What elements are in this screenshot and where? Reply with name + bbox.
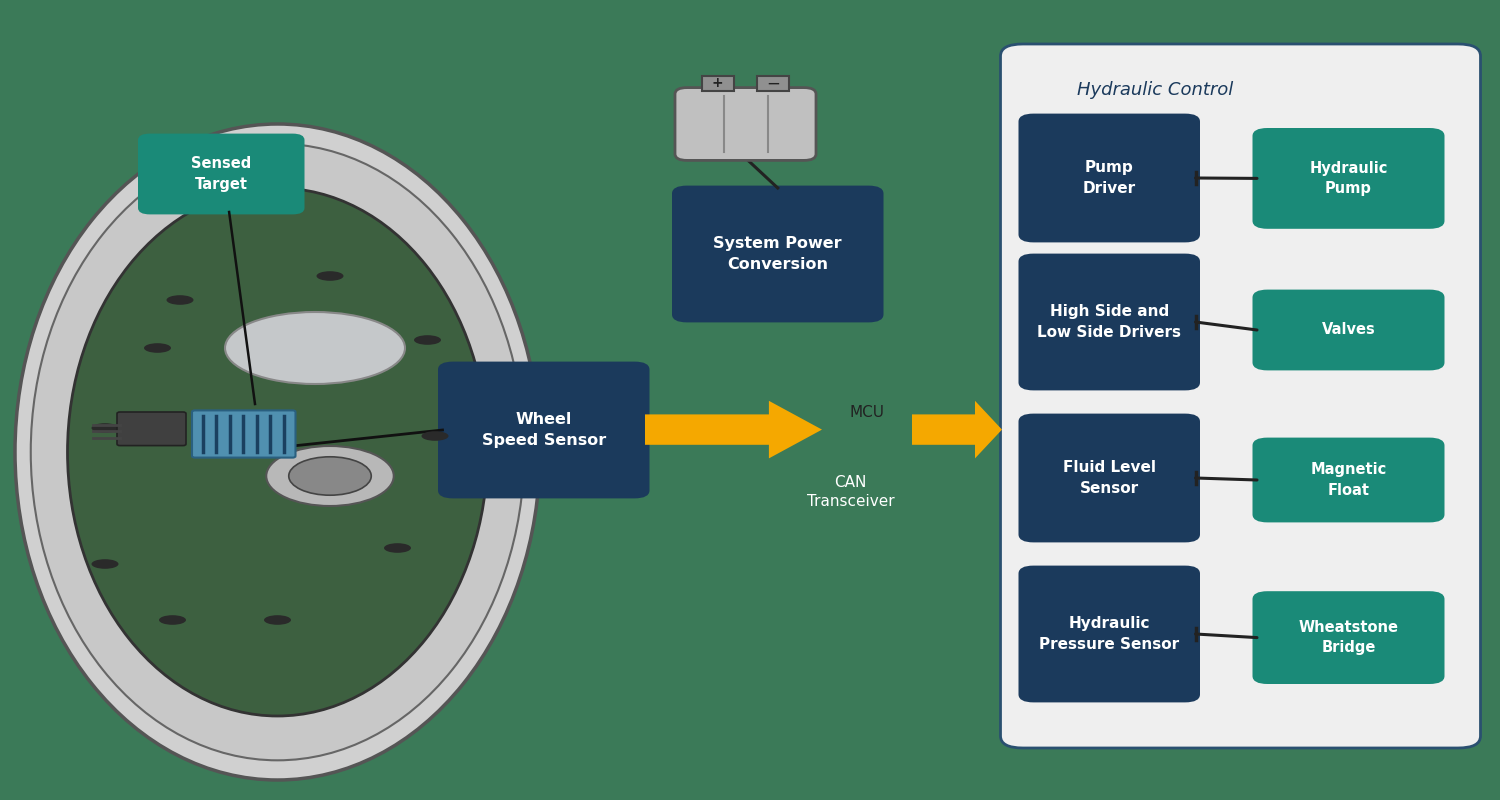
Text: Magnetic
Float: Magnetic Float (1311, 462, 1386, 498)
Text: Hydraulic
Pressure Sensor: Hydraulic Pressure Sensor (1040, 616, 1179, 652)
Polygon shape (912, 401, 1002, 458)
Text: Hydraulic Control: Hydraulic Control (1077, 81, 1233, 98)
Polygon shape (645, 401, 822, 458)
FancyBboxPatch shape (1252, 591, 1444, 684)
FancyBboxPatch shape (672, 186, 884, 322)
Text: CAN
Transceiver: CAN Transceiver (807, 474, 894, 510)
Ellipse shape (225, 312, 405, 384)
Ellipse shape (422, 431, 448, 441)
FancyBboxPatch shape (192, 410, 296, 458)
Text: Wheel
Speed Sensor: Wheel Speed Sensor (482, 412, 606, 448)
Ellipse shape (316, 271, 344, 281)
Ellipse shape (264, 615, 291, 625)
Ellipse shape (288, 457, 372, 495)
FancyBboxPatch shape (138, 134, 304, 214)
Text: Fluid Level
Sensor: Fluid Level Sensor (1062, 460, 1155, 496)
Text: System Power
Conversion: System Power Conversion (714, 236, 842, 272)
FancyBboxPatch shape (1000, 44, 1480, 748)
FancyBboxPatch shape (675, 88, 816, 160)
Text: Wheatstone
Bridge: Wheatstone Bridge (1299, 620, 1398, 655)
FancyBboxPatch shape (1252, 290, 1444, 370)
Text: Hydraulic
Pump: Hydraulic Pump (1310, 161, 1388, 196)
Text: Pump
Driver: Pump Driver (1083, 160, 1136, 196)
Ellipse shape (166, 295, 194, 305)
Ellipse shape (15, 124, 540, 780)
Ellipse shape (267, 446, 393, 506)
Text: MCU: MCU (849, 406, 885, 420)
FancyBboxPatch shape (1252, 438, 1444, 522)
Text: High Side and
Low Side Drivers: High Side and Low Side Drivers (1038, 304, 1182, 340)
Ellipse shape (144, 343, 171, 353)
Ellipse shape (92, 559, 118, 569)
Text: Valves: Valves (1322, 322, 1376, 338)
Text: Sensed
Target: Sensed Target (190, 156, 252, 192)
FancyBboxPatch shape (117, 412, 186, 446)
FancyBboxPatch shape (758, 76, 789, 91)
Ellipse shape (32, 144, 525, 760)
Ellipse shape (159, 615, 186, 625)
FancyBboxPatch shape (1019, 254, 1200, 390)
Ellipse shape (92, 423, 118, 433)
Text: −: − (766, 74, 780, 92)
FancyBboxPatch shape (1019, 414, 1200, 542)
FancyBboxPatch shape (1252, 128, 1444, 229)
FancyBboxPatch shape (702, 76, 734, 91)
FancyBboxPatch shape (1019, 566, 1200, 702)
Ellipse shape (414, 335, 441, 345)
Ellipse shape (384, 543, 411, 553)
FancyBboxPatch shape (1019, 114, 1200, 242)
Ellipse shape (68, 188, 488, 716)
Text: +: + (712, 76, 723, 90)
FancyBboxPatch shape (438, 362, 650, 498)
